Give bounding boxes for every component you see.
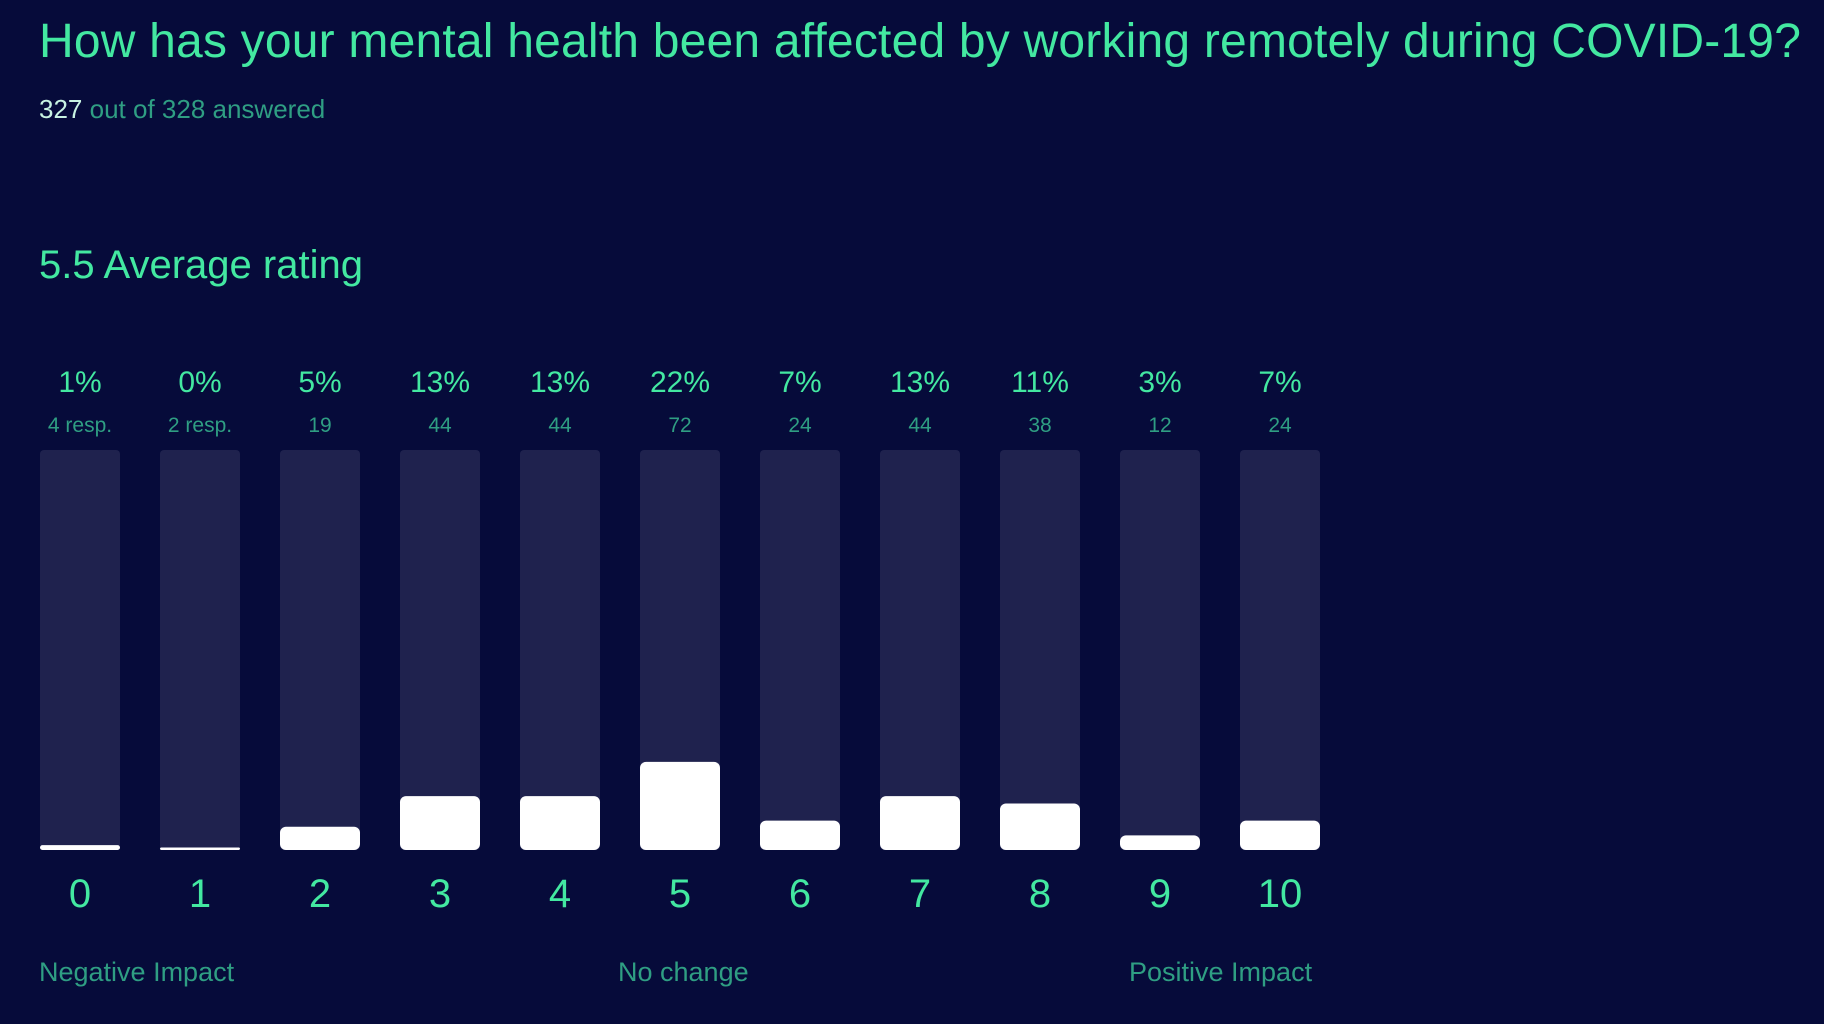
bar: [160, 847, 240, 850]
bar: [760, 820, 840, 850]
bar-percent-label: 13%: [410, 366, 470, 399]
bar: [520, 796, 600, 850]
bar-response-label: 44: [908, 414, 932, 437]
x-tick-label: 3: [429, 872, 451, 916]
bar-response-label: 19: [308, 414, 331, 437]
bar-track: [1000, 450, 1080, 850]
average-rating: 5.5 Average rating: [39, 243, 363, 287]
scale-label-negative: Negative Impact: [39, 957, 235, 987]
x-tick-label: 7: [909, 872, 931, 916]
x-tick-label: 5: [669, 872, 691, 916]
answered-count: 327: [39, 94, 83, 124]
scale-label-neutral: No change: [618, 957, 749, 987]
bar-track: [40, 450, 120, 850]
bar-response-label: 24: [788, 414, 812, 437]
answered-suffix: out of 328 answered: [89, 94, 326, 124]
bar-response-label: 72: [668, 414, 691, 437]
bar-percent-label: 3%: [1138, 366, 1181, 399]
bar-response-label: 44: [548, 414, 572, 437]
bar-response-label: 38: [1028, 414, 1051, 437]
bar-percent-label: 13%: [890, 366, 950, 399]
bar-track: [760, 450, 840, 850]
x-tick-label: 1: [189, 872, 211, 916]
bar-percent-label: 22%: [650, 366, 710, 399]
bar: [1000, 803, 1080, 850]
bar-track: [520, 450, 600, 850]
bar-response-label: 4 resp.: [48, 414, 112, 437]
bar-percent-label: 11%: [1011, 366, 1069, 399]
bar-track: [400, 450, 480, 850]
bar-percent-label: 5%: [298, 366, 341, 399]
scale-label-positive: Positive Impact: [1129, 957, 1313, 987]
bar-track: [160, 450, 240, 850]
bar-percent-label: 7%: [778, 366, 821, 399]
bar-percent-label: 13%: [530, 366, 590, 399]
bar-response-label: 24: [1268, 414, 1292, 437]
bar-percent-label: 7%: [1258, 366, 1301, 399]
x-tick-label: 10: [1258, 872, 1303, 916]
bar: [1240, 820, 1320, 850]
x-tick-label: 8: [1029, 872, 1051, 916]
question-title: How has your mental health been affected…: [39, 15, 1802, 68]
bar: [40, 845, 120, 850]
bar-track: [280, 450, 360, 850]
bar-track: [880, 450, 960, 850]
bar: [880, 796, 960, 850]
bar-track: [1240, 450, 1320, 850]
bar-response-label: 12: [1148, 414, 1171, 437]
bar-response-label: 44: [428, 414, 452, 437]
bar-percent-label: 0%: [178, 366, 221, 399]
bar-response-label: 2 resp.: [168, 414, 232, 437]
x-tick-label: 9: [1149, 872, 1171, 916]
x-tick-label: 6: [789, 872, 811, 916]
bar-track: [640, 450, 720, 850]
x-tick-label: 2: [309, 872, 331, 916]
bar: [1120, 835, 1200, 850]
bar: [640, 761, 720, 850]
bar-percent-label: 1%: [58, 366, 101, 399]
x-tick-label: 0: [69, 872, 91, 916]
bar-track: [1120, 450, 1200, 850]
bar: [280, 826, 360, 850]
answered-summary: 327 out of 328 answered: [39, 94, 325, 125]
bar: [400, 796, 480, 850]
x-tick-label: 4: [549, 872, 571, 916]
